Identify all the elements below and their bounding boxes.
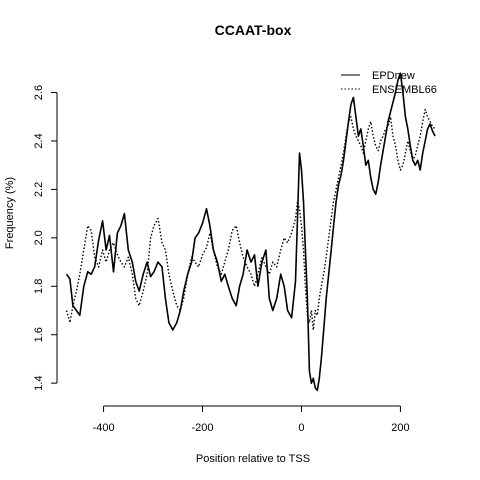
y-axis-title: Frequency (%) bbox=[4, 177, 16, 249]
y-tick-label: 2.4 bbox=[33, 133, 45, 148]
x-axis-title: Position relative to TSS bbox=[196, 453, 310, 465]
legend-label-ensembl66: ENSEMBL66 bbox=[372, 84, 437, 96]
x-tick-label: -200 bbox=[192, 422, 214, 434]
y-tick-label: 2.0 bbox=[33, 230, 45, 245]
series-layer bbox=[65, 72, 436, 392]
chart-title: CCAAT-box bbox=[215, 22, 292, 38]
y-tick-label: 2.6 bbox=[33, 85, 45, 100]
x-tick-label: 200 bbox=[391, 422, 409, 434]
series-line-ensembl66 bbox=[65, 108, 436, 331]
x-tick-label: -400 bbox=[93, 422, 115, 434]
legend: EPDnew ENSEMBL66 bbox=[341, 70, 437, 96]
y-axis: 1.4 1.6 1.8 2.0 2.2 2.4 2.6 bbox=[33, 85, 58, 391]
x-tick-label: 0 bbox=[298, 422, 304, 434]
y-tick-label: 2.2 bbox=[33, 182, 45, 197]
y-tick-label: 1.8 bbox=[33, 279, 45, 294]
y-tick-label: 1.6 bbox=[33, 327, 45, 342]
legend-label-epdnew: EPDnew bbox=[372, 70, 415, 82]
y-tick-label: 1.4 bbox=[33, 376, 45, 391]
x-axis: -400 -200 0 200 bbox=[93, 405, 410, 434]
series-line-epdnew bbox=[65, 72, 436, 392]
